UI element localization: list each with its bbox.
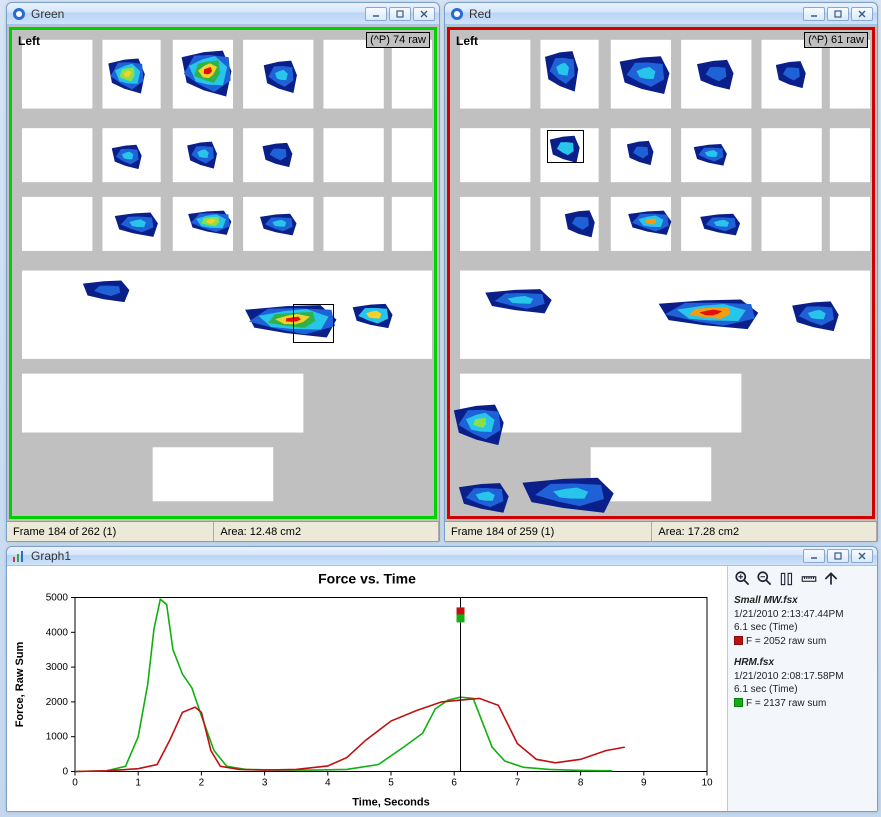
red-area-status: Area: 17.28 cm2 (658, 526, 739, 538)
graph-window: Graph1 Force vs. Time0100020003000400050… (6, 546, 878, 812)
svg-text:1000: 1000 (46, 732, 69, 743)
maximize-button[interactable] (389, 7, 411, 21)
chart-area[interactable]: Force vs. Time 0 1000 2000 3000 4000 5000 0 1 2 3 4… (7, 566, 727, 811)
green-frame: Left (^P) 74 raw (9, 27, 437, 519)
window-controls (803, 7, 873, 21)
red-titlebar[interactable]: Red (445, 3, 877, 25)
close-button[interactable] (851, 549, 873, 563)
minimize-button[interactable] (803, 7, 825, 21)
graph-body: Force vs. Time 0 1000 2000 3000 4000 5000 0 1 2 3 4… (7, 566, 877, 811)
svg-text:2000: 2000 (46, 697, 69, 708)
svg-text:2: 2 (199, 778, 205, 789)
red-panel-window: Red Left (^P) 61 raw Frame 184 of 259 (1… (444, 2, 878, 542)
svg-text:0: 0 (72, 778, 78, 789)
green-titlebar[interactable]: Green (7, 3, 439, 25)
green-panel-window: Green Left (^P) 74 raw Frame 184 of 262 … (6, 2, 440, 542)
app-icon (449, 6, 465, 22)
close-button[interactable] (413, 7, 435, 21)
minimize-button[interactable] (365, 7, 387, 21)
zoom-in-icon[interactable] (734, 570, 752, 588)
force-time-chart: Force vs. Time 0 1000 2000 3000 4000 5000 0 1 2 3 4… (7, 566, 727, 811)
legend-time: 6.1 sec (Time) (734, 621, 871, 635)
green-area-status: Area: 12.48 cm2 (220, 526, 301, 538)
legend-timestamp: 1/21/2010 2:08:17.58PM (734, 670, 871, 684)
svg-text:5000: 5000 (46, 593, 69, 604)
legend-entry: HRM.fsx1/21/2010 2:08:17.58PM6.1 sec (Ti… (734, 656, 871, 710)
window-controls (365, 7, 435, 21)
svg-text:7: 7 (515, 778, 521, 789)
export-icon[interactable] (822, 570, 840, 588)
legend-value: F = 2052 raw sum (734, 635, 871, 649)
legend-file: HRM.fsx (734, 656, 871, 670)
svg-text:Time, Seconds: Time, Seconds (352, 797, 429, 809)
red-pressure-view[interactable]: Left (^P) 61 raw Frame 184 of 259 (1) Ar… (445, 25, 877, 541)
green-pressure-svg (12, 30, 434, 516)
svg-text:1: 1 (135, 778, 141, 789)
svg-text:3000: 3000 (46, 662, 69, 673)
app-icon (11, 6, 27, 22)
green-frame-status: Frame 184 of 262 (1) (13, 526, 116, 538)
svg-text:4: 4 (325, 778, 331, 789)
window-controls (803, 549, 873, 563)
red-title: Red (469, 7, 803, 21)
green-left-label: Left (18, 34, 40, 48)
svg-text:10: 10 (701, 778, 713, 789)
legend-timestamp: 1/21/2010 2:13:47.44PM (734, 608, 871, 622)
green-pressure-view[interactable]: Left (^P) 74 raw Frame 184 of 262 (1) Ar… (7, 25, 439, 541)
chart-tools (734, 570, 871, 588)
svg-text:Force vs. Time: Force vs. Time (318, 571, 416, 587)
red-pressure-svg (450, 30, 872, 516)
red-left-label: Left (456, 34, 478, 48)
graph-titlebar[interactable]: Graph1 (7, 547, 877, 566)
svg-text:3: 3 (262, 778, 268, 789)
maximize-button[interactable] (827, 7, 849, 21)
svg-text:4000: 4000 (46, 627, 69, 638)
legend-value: F = 2137 raw sum (734, 697, 871, 711)
legend-entry: Small MW.fsx1/21/2010 2:13:47.44PM6.1 se… (734, 594, 871, 648)
svg-text:Force, Raw Sum: Force, Raw Sum (14, 641, 26, 727)
green-raw-label: (^P) 74 raw (366, 32, 430, 48)
columns-icon[interactable] (778, 570, 796, 588)
ruler-icon[interactable] (800, 570, 818, 588)
green-selection-box[interactable] (293, 304, 333, 343)
red-frame: Left (^P) 61 raw (447, 27, 875, 519)
graph-side-panel: Small MW.fsx1/21/2010 2:13:47.44PM6.1 se… (727, 566, 877, 811)
zoom-out-icon[interactable] (756, 570, 774, 588)
red-raw-label: (^P) 61 raw (804, 32, 868, 48)
legend-time: 6.1 sec (Time) (734, 683, 871, 697)
legend-file: Small MW.fsx (734, 594, 871, 608)
red-statusbar: Frame 184 of 259 (1) Area: 17.28 cm2 (445, 521, 877, 541)
green-title: Green (31, 7, 365, 21)
svg-text:0: 0 (62, 767, 68, 778)
chart-icon (11, 548, 27, 564)
svg-text:8: 8 (578, 778, 584, 789)
svg-text:6: 6 (451, 778, 457, 789)
svg-text:5: 5 (388, 778, 394, 789)
red-frame-status: Frame 184 of 259 (1) (451, 526, 554, 538)
close-button[interactable] (851, 7, 873, 21)
red-selection-box[interactable] (547, 130, 583, 162)
green-statusbar: Frame 184 of 262 (1) Area: 12.48 cm2 (7, 521, 439, 541)
svg-text:9: 9 (641, 778, 647, 789)
minimize-button[interactable] (803, 549, 825, 563)
maximize-button[interactable] (827, 549, 849, 563)
graph-title: Graph1 (31, 549, 803, 563)
